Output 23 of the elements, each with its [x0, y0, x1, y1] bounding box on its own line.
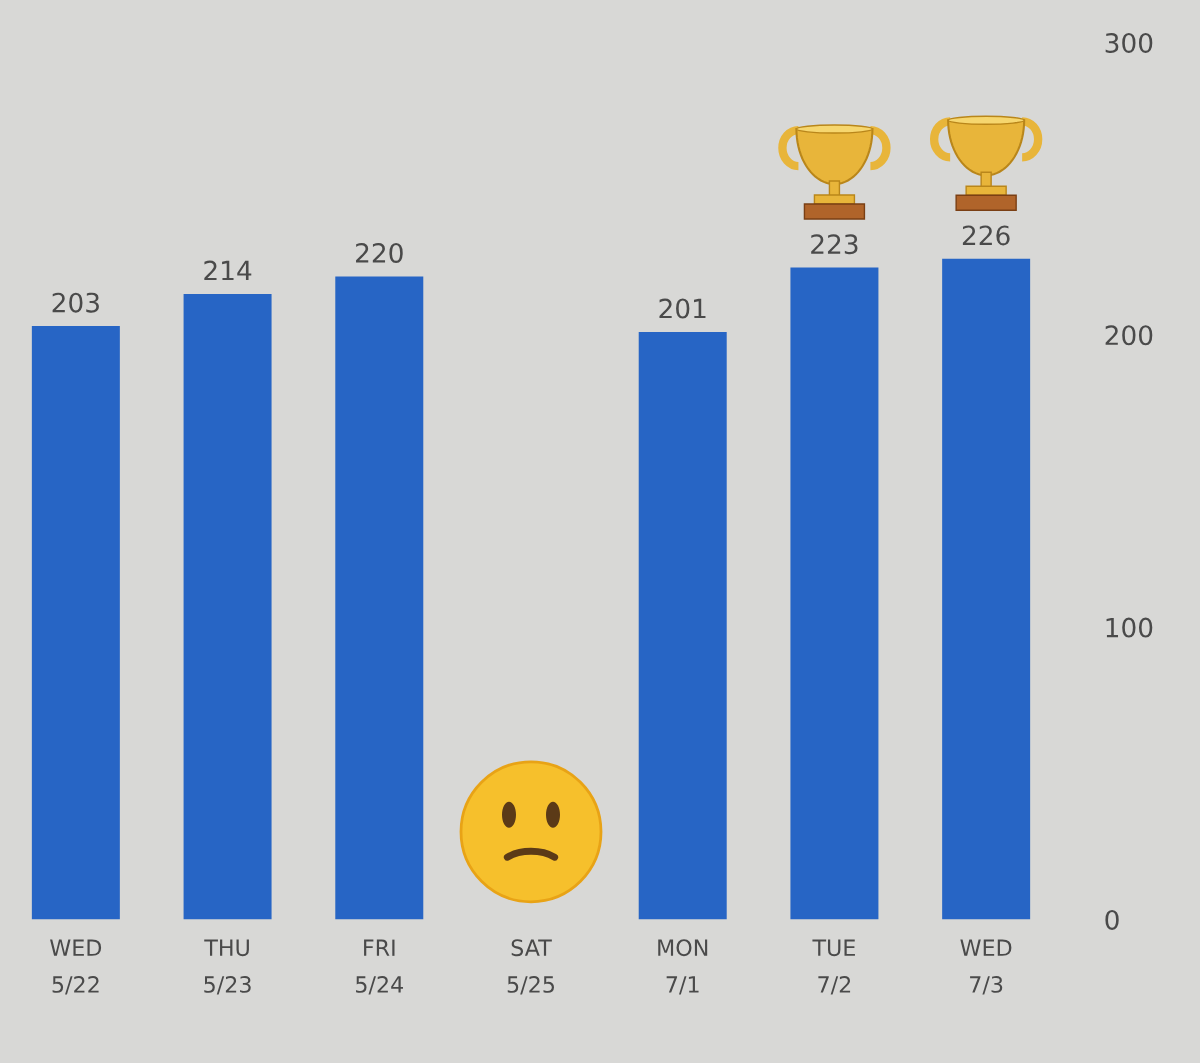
x-tick-label: MON 7/1 — [658, 939, 708, 995]
y-tick-label: 300 — [1105, 32, 1153, 53]
data-label: 220 — [356, 242, 403, 263]
x-tick-label: TUE 7/2 — [812, 939, 855, 995]
x-tick-label: WED 5/22 — [50, 939, 102, 995]
bar — [638, 331, 727, 920]
x-tick-label: THU 5/23 — [204, 939, 251, 995]
bar — [335, 276, 424, 920]
data-label: 223 — [811, 234, 858, 255]
y-tick-label: 200 — [1105, 325, 1153, 346]
bar — [183, 293, 272, 920]
x-tick-label: FRI 5/24 — [356, 939, 403, 995]
x-tick-label: WED 7/3 — [960, 939, 1012, 995]
data-label: 203 — [52, 292, 99, 313]
data-label: 214 — [204, 260, 252, 281]
data-label: 201 — [659, 298, 706, 319]
data-label: 226 — [962, 225, 1010, 246]
y-tick-label: 0 — [1105, 909, 1119, 930]
bar — [942, 258, 1031, 920]
x-tick-label: SAT 5/25 — [507, 939, 555, 995]
bar — [790, 267, 879, 920]
bar — [31, 326, 120, 920]
y-tick-label: 100 — [1106, 617, 1153, 638]
